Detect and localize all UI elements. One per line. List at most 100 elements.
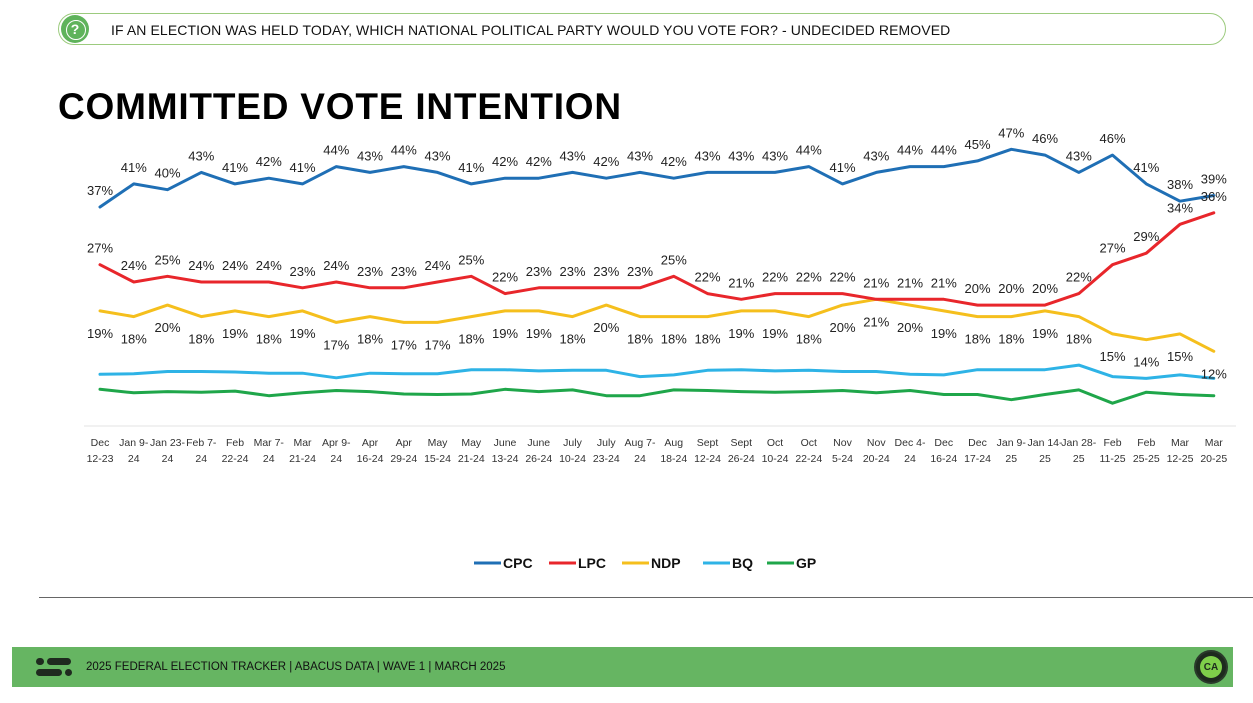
x-tick-label: 21-24	[458, 453, 485, 465]
data-label-ndp: 18%	[256, 332, 282, 347]
data-label-lpc: 22%	[492, 270, 518, 285]
data-label-cpc: 40%	[154, 166, 180, 181]
data-label-cpc: 41%	[458, 160, 484, 175]
x-tick-label: 24	[128, 453, 140, 465]
x-tick-label: Feb	[226, 437, 244, 449]
data-label-ndp: 18%	[694, 332, 720, 347]
x-tick-label: 11-25	[1099, 453, 1125, 465]
data-label-lpc: 20%	[964, 281, 990, 296]
x-tick-label: Sept	[730, 437, 752, 449]
data-label-ndp: 19%	[728, 326, 754, 341]
x-tick-label: 26-24	[525, 453, 552, 465]
x-tick-label: July	[597, 437, 616, 449]
legend-label-cpc: CPC	[503, 555, 533, 571]
x-tick-label: 24	[195, 453, 207, 465]
data-label-ndp: 18%	[998, 332, 1024, 347]
data-label-ndp: 17%	[391, 337, 417, 352]
data-label-cpc: 43%	[762, 148, 788, 163]
data-label-ndp: 19%	[492, 326, 518, 341]
x-tick-label: Dec 4-	[895, 437, 926, 449]
data-label-lpc: 23%	[526, 264, 552, 279]
x-tick-label: 24	[904, 453, 916, 465]
data-label-cpc: 44%	[323, 143, 349, 158]
data-label-cpc: 42%	[526, 154, 552, 169]
data-label-ndp: 18%	[964, 332, 990, 347]
x-tick-label: Mar	[1171, 437, 1190, 449]
data-label-lpc: 22%	[829, 270, 855, 285]
x-tick-label: Dec	[934, 437, 953, 449]
x-tick-label: Dec	[91, 437, 110, 449]
x-tick-label: 15-24	[424, 453, 451, 465]
x-tick-label: Feb 7-	[186, 437, 217, 449]
data-label-lpc: 23%	[559, 264, 585, 279]
x-tick-label: 25-25	[1133, 453, 1160, 465]
x-tick-label: 24	[330, 453, 342, 465]
footer-text: 2025 FEDERAL ELECTION TRACKER | ABACUS D…	[86, 661, 506, 673]
data-label-ndp: 19%	[762, 326, 788, 341]
series-line-gp	[98, 387, 1216, 405]
data-label-lpc: 24%	[424, 258, 450, 273]
question-banner: ? IF AN ELECTION WAS HELD TODAY, WHICH N…	[58, 13, 1226, 45]
data-label-ndp: 18%	[661, 332, 687, 347]
x-tick-label: Sept	[697, 437, 719, 449]
data-label-lpc: 27%	[87, 241, 113, 256]
data-label-cpc: 41%	[289, 160, 315, 175]
data-label-cpc: 37%	[87, 183, 113, 198]
data-label-cpc: 43%	[694, 148, 720, 163]
data-label-lpc: 22%	[762, 270, 788, 285]
x-tick-label: 10-24	[762, 453, 789, 465]
data-label-cpc: 41%	[121, 160, 147, 175]
x-tick-label: June	[527, 437, 550, 449]
question-text: IF AN ELECTION WAS HELD TODAY, WHICH NAT…	[111, 22, 951, 38]
x-tick-label: 24	[634, 453, 646, 465]
x-tick-label: 25	[1073, 453, 1085, 465]
line-chart: Dec 12-23 Jan 9- 24 Jan 23- 24 Feb 7- 24 Feb 22-2…	[84, 125, 1236, 571]
x-tick-label: Jan 23-	[150, 437, 186, 449]
x-tick-label: June	[494, 437, 517, 449]
data-label-cpc: 41%	[1133, 160, 1159, 175]
data-label-ndp: 20%	[829, 320, 855, 335]
x-tick-label: 25	[1039, 453, 1051, 465]
data-label-cpc: 43%	[559, 148, 585, 163]
data-label-ndp: 18%	[188, 332, 214, 347]
series-line-cpc	[98, 147, 1216, 209]
data-label-lpc: 20%	[1032, 281, 1058, 296]
x-tick-label: May	[461, 437, 482, 449]
data-label-cpc: 44%	[391, 143, 417, 158]
x-tick-label: Oct	[801, 437, 817, 449]
data-label-ndp: 19%	[222, 326, 248, 341]
data-label-ndp: 18%	[796, 332, 822, 347]
data-label-lpc: 20%	[998, 281, 1024, 296]
data-label-lpc: 22%	[1066, 270, 1092, 285]
x-tick-label: 29-24	[390, 453, 417, 465]
data-label-lpc: 22%	[694, 270, 720, 285]
x-tick-label: 24	[162, 453, 174, 465]
data-label-cpc: 43%	[728, 148, 754, 163]
series-line-bq	[98, 363, 1216, 380]
data-label-ndp: 18%	[357, 332, 383, 347]
data-label-cpc: 41%	[222, 160, 248, 175]
data-label-ndp: 18%	[559, 332, 585, 347]
data-label-cpc: 42%	[256, 154, 282, 169]
data-label-cpc: 47%	[998, 125, 1024, 140]
x-tick-label: Nov	[867, 437, 886, 449]
x-tick-label: 17-24	[964, 453, 991, 465]
x-tick-label: July	[563, 437, 582, 449]
data-label-ndp: 18%	[627, 332, 653, 347]
data-label-cpc: 43%	[627, 148, 653, 163]
x-tick-label: 26-24	[728, 453, 755, 465]
x-tick-label: 21-24	[289, 453, 316, 465]
data-label-lpc: 24%	[222, 258, 248, 273]
data-label-lpc: 25%	[154, 252, 180, 267]
x-tick-label: 20-25	[1200, 453, 1227, 465]
x-tick-label: Aug 7-	[625, 437, 656, 449]
data-label-cpc: 46%	[1099, 131, 1125, 146]
x-tick-label: Apr	[396, 437, 413, 449]
data-label-ndp: 18%	[458, 332, 484, 347]
series-line-ndp	[98, 297, 1216, 353]
x-tick-label: 22-24	[795, 453, 822, 465]
x-tick-label: Jan 9-	[119, 437, 149, 449]
x-tick-label: 16-24	[357, 453, 384, 465]
data-label-lpc: 21%	[863, 275, 889, 290]
data-label-cpc: 43%	[863, 148, 889, 163]
